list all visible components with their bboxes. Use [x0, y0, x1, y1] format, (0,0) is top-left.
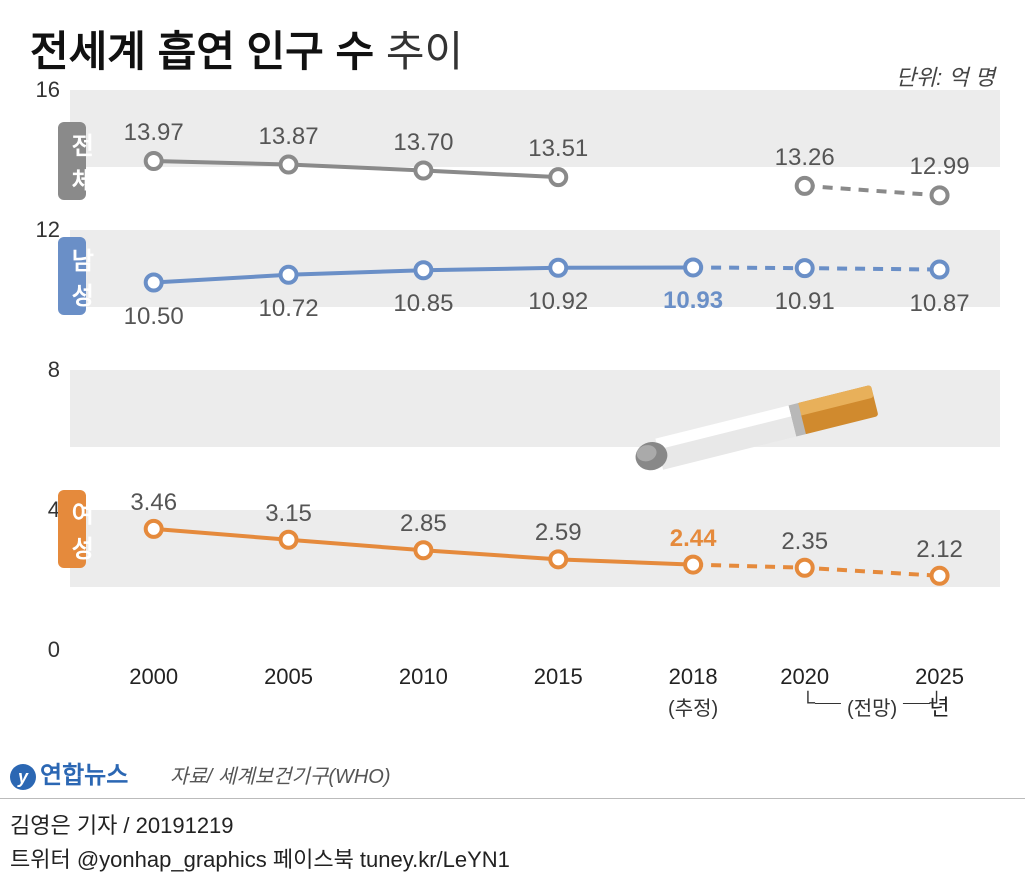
- value-label: 10.50: [124, 303, 184, 331]
- x-tick: 2018: [669, 664, 718, 690]
- plot-svg: [70, 90, 1000, 650]
- y-tick: 4: [20, 497, 60, 523]
- series-badge-여성: 여성: [58, 490, 86, 568]
- page-title: 전세계 흡연 인구 수 추이: [30, 18, 463, 79]
- value-label: 10.85: [393, 290, 453, 318]
- value-label: 2.85: [400, 510, 447, 538]
- root: 전세계 흡연 인구 수 추이 단위: 억 명 0 4 8 12 16 13.97 13.8…: [0, 0, 1025, 880]
- value-label: 2.59: [535, 519, 582, 547]
- x-tick: 2010: [399, 664, 448, 690]
- value-label: 10.87: [910, 290, 970, 318]
- series-line-dashed-전체: [805, 186, 940, 195]
- source-logo-text: 연합뉴스: [40, 762, 128, 789]
- value-label: 10.92: [528, 288, 588, 316]
- marker: [281, 532, 297, 548]
- x-tick-sub: (추정): [668, 692, 718, 721]
- divider: [0, 798, 1025, 799]
- marker: [281, 267, 297, 283]
- series-badge-전체: 전체: [58, 122, 86, 200]
- marker: [415, 542, 431, 558]
- marker: [415, 163, 431, 179]
- value-label: 2.35: [781, 528, 828, 556]
- plot-area: 13.9713.8713.7013.5113.2612.99전체10.5010.…: [70, 90, 1000, 650]
- marker: [932, 262, 948, 278]
- yonhap-icon: y: [10, 764, 36, 790]
- social-line: 트위터 @yonhap_graphics 페이스북 tuney.kr/LeYN1: [10, 842, 510, 874]
- marker: [415, 262, 431, 278]
- value-label: 2.12: [916, 536, 963, 564]
- value-label: 13.70: [393, 129, 453, 157]
- series-badge-남성: 남성: [58, 237, 86, 315]
- marker: [797, 560, 813, 576]
- value-label: 13.26: [775, 144, 835, 172]
- value-label: 3.46: [130, 489, 177, 517]
- unit-label: 단위: 억 명: [896, 60, 995, 92]
- value-label: 12.99: [910, 153, 970, 181]
- value-label: 13.87: [259, 123, 319, 151]
- chart-area: 0481216 13.9713.8713.7013.5113.2612.99전체…: [20, 90, 1000, 710]
- marker: [281, 157, 297, 173]
- source-logo: y연합뉴스: [10, 755, 128, 790]
- value-label: 2.44: [670, 525, 717, 553]
- value-label: 10.72: [259, 295, 319, 323]
- marker: [685, 259, 701, 275]
- value-label: 13.51: [528, 135, 588, 163]
- marker: [932, 568, 948, 584]
- value-label: 10.91: [775, 288, 835, 316]
- marker: [550, 260, 566, 276]
- byline: 김영은 기자 / 20191219: [10, 808, 234, 840]
- marker: [932, 187, 948, 203]
- marker: [797, 178, 813, 194]
- x-tick: 2005: [264, 664, 313, 690]
- marker: [146, 153, 162, 169]
- marker: [685, 557, 701, 573]
- marker: [146, 275, 162, 291]
- value-label: 10.93: [663, 287, 723, 315]
- y-tick: 8: [20, 357, 60, 383]
- title-thin: 추이: [386, 28, 463, 75]
- marker: [550, 551, 566, 567]
- x-tick: 2015: [534, 664, 583, 690]
- marker: [797, 260, 813, 276]
- y-tick: 0: [20, 637, 60, 663]
- marker: [550, 169, 566, 185]
- x-tick: 2020: [780, 664, 829, 690]
- x-tick: 2000: [129, 664, 178, 690]
- y-tick: 12: [20, 217, 60, 243]
- y-tick: 16: [20, 77, 60, 103]
- value-label: 3.15: [265, 500, 312, 528]
- marker: [146, 521, 162, 537]
- source-text: 자료/ 세계보건기구(WHO): [170, 760, 391, 789]
- value-label: 13.97: [124, 119, 184, 147]
- title-bold: 전세계 흡연 인구 수: [30, 28, 374, 75]
